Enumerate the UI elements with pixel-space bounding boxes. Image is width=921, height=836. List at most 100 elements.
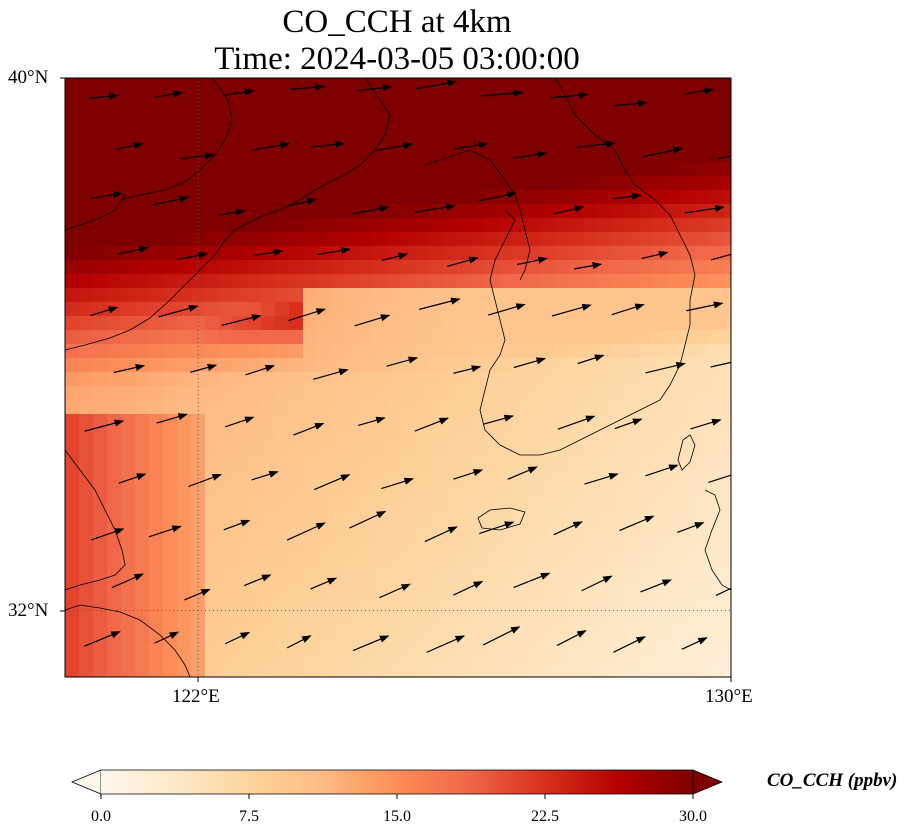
field-cell [135, 260, 150, 275]
field-cell [65, 372, 80, 387]
field-cell [429, 92, 444, 107]
field-cell [121, 134, 136, 149]
field-cell [681, 316, 696, 331]
field-cell [695, 288, 710, 303]
field-cell [499, 596, 514, 611]
field-cell [317, 386, 332, 401]
field-cell [457, 92, 472, 107]
field-cell [401, 596, 416, 611]
field-cell [247, 540, 262, 555]
field-cell [541, 456, 556, 471]
coastline-china-south [65, 449, 126, 591]
field-cell [205, 218, 220, 233]
field-cell [149, 316, 164, 331]
field-cell [541, 666, 556, 677]
field-cell [541, 358, 556, 373]
field-cell [261, 218, 276, 233]
field-cell [149, 526, 164, 541]
field-cell [667, 428, 682, 443]
field-cell [569, 554, 584, 569]
field-cell [415, 176, 430, 191]
field-cell [695, 302, 710, 317]
field-cell [345, 302, 360, 317]
wind-arrow [414, 203, 456, 213]
field-cell [93, 554, 108, 569]
field-cell [653, 148, 668, 163]
field-cell [429, 400, 444, 415]
field-cell [121, 260, 136, 275]
field-cell [135, 442, 150, 457]
wind-arrow [184, 588, 211, 601]
field-cell [317, 106, 332, 121]
field-cell [79, 652, 94, 667]
field-cell [415, 428, 430, 443]
field-cell [695, 582, 710, 597]
map-frame [64, 77, 732, 678]
field-cell [639, 568, 654, 583]
wind-arrow [379, 583, 411, 599]
field-cell [639, 204, 654, 219]
field-cell [135, 456, 150, 471]
field-cell [471, 330, 486, 345]
field-cell [289, 288, 304, 303]
field-cell [247, 470, 262, 485]
field-cell [387, 274, 402, 289]
field-cell [121, 162, 136, 177]
wind-arrow [684, 87, 714, 95]
wind-arrow [479, 521, 515, 535]
field-cell [611, 288, 626, 303]
field-cell [219, 344, 234, 359]
wind-arrow [289, 197, 317, 207]
field-cell [667, 260, 682, 275]
field-cell [695, 470, 710, 485]
field-cell [485, 540, 500, 555]
field-cell [261, 470, 276, 485]
field-cell [471, 568, 486, 583]
field-cell [597, 582, 612, 597]
colorbar-extend-low [70, 769, 102, 795]
field-cell [177, 554, 192, 569]
field-cell [345, 148, 360, 163]
field-cell [415, 218, 430, 233]
field-cell [275, 498, 290, 513]
field-cell [261, 414, 276, 429]
wind-arrow [218, 208, 246, 216]
field-cell [485, 190, 500, 205]
field-cell [583, 288, 598, 303]
field-cell [569, 190, 584, 205]
field-cell [359, 568, 374, 583]
field-cell [233, 638, 248, 653]
field-cell [219, 526, 234, 541]
field-cell [555, 106, 570, 121]
field-cell [681, 330, 696, 345]
field-cell [415, 596, 430, 611]
field-cell [681, 176, 696, 191]
field-cell [653, 386, 668, 401]
field-cell [317, 78, 332, 93]
field-cell [457, 610, 472, 625]
field-cell [597, 92, 612, 107]
wind-arrow [419, 297, 461, 310]
field-cell [65, 358, 80, 373]
field-cell [639, 372, 654, 387]
field-cell [611, 540, 626, 555]
field-cell [583, 218, 598, 233]
field-cell [471, 596, 486, 611]
field-cell [275, 92, 290, 107]
field-cell [667, 638, 682, 653]
field-cell [527, 162, 542, 177]
field-cell [107, 386, 122, 401]
field-cell [429, 596, 444, 611]
field-cell [93, 666, 108, 677]
field-cell [79, 148, 94, 163]
coastline-bohai [65, 194, 126, 231]
lat-label-32: 32°N [8, 600, 49, 621]
field-cell [317, 526, 332, 541]
field-cell [611, 456, 626, 471]
field-cell [135, 568, 150, 583]
field-cell [499, 148, 514, 163]
field-cell [135, 484, 150, 499]
field-cell [65, 526, 80, 541]
field-cell [135, 554, 150, 569]
field-cell [135, 540, 150, 555]
